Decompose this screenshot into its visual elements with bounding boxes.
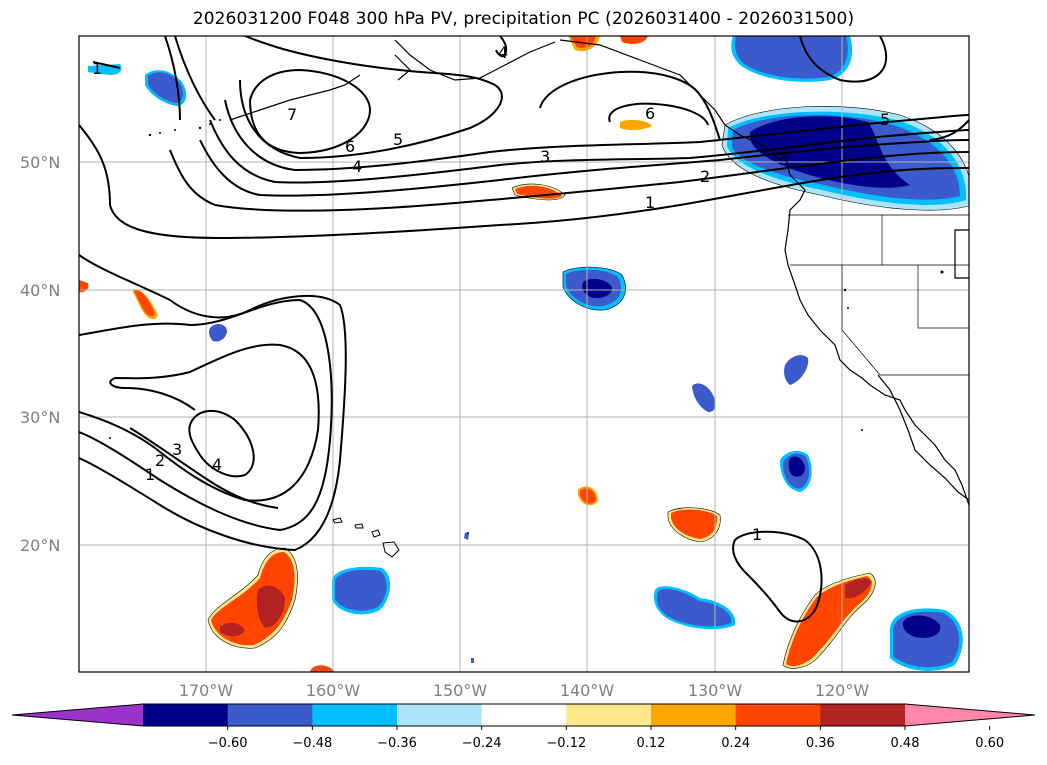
precip-blob-negative — [902, 615, 941, 638]
lon-label: 160°W — [306, 681, 361, 700]
contour-label: 4 — [352, 157, 362, 176]
contour-label: 1 — [645, 193, 655, 212]
contour-label: 3 — [172, 440, 182, 459]
precip-blob-negative — [209, 324, 227, 342]
colorbar-tick-label: 0.12 — [637, 736, 666, 751]
lat-label: 50°N — [20, 153, 60, 172]
lat-label: 30°N — [20, 408, 60, 427]
colorbar-tick-label: 0.60 — [975, 736, 1004, 751]
state-borders — [788, 214, 969, 376]
coastlines — [229, 39, 969, 506]
colorbar-segment — [227, 704, 313, 726]
contour-label: 5 — [880, 110, 890, 129]
contour-label: 4 — [498, 43, 508, 62]
colorbar-tick-label: 0.48 — [891, 736, 920, 751]
precip-blob-positive — [310, 665, 335, 672]
lon-label: 170°W — [179, 681, 234, 700]
lat-label: 20°N — [20, 536, 60, 555]
colorbar-segment — [481, 704, 567, 726]
precip-blob-positive — [580, 488, 596, 504]
contour-label: 3 — [540, 147, 550, 166]
hawaii-islands — [332, 517, 400, 558]
contour-label: 5 — [393, 130, 403, 149]
contour-label: 6 — [345, 137, 355, 156]
lat-label: 40°N — [20, 281, 60, 300]
colorbar-segment — [397, 704, 483, 726]
colorbar-tick-label: −0.48 — [292, 736, 332, 751]
precip-blob-positive — [620, 119, 652, 131]
precip-blob-negative — [582, 278, 612, 298]
precip-blob-positive — [845, 578, 872, 599]
colorbar-tick-label: −0.24 — [462, 736, 502, 751]
precip-blob-positive — [256, 585, 285, 628]
precip-blob-negative — [464, 532, 469, 540]
precip-blob-positive — [134, 290, 155, 317]
precip-blob-negative — [692, 383, 716, 413]
map-frame — [78, 35, 970, 673]
precip-blob-negative — [788, 456, 805, 477]
contour-label: 2 — [700, 167, 710, 186]
colorbar-tick-label: −0.12 — [546, 736, 586, 751]
colorbar-segment — [735, 704, 821, 726]
colorbar-segment — [651, 704, 737, 726]
contour-label: 6 — [645, 104, 655, 123]
small-islands — [109, 119, 944, 534]
precip-blob-positive — [570, 36, 596, 48]
contour-label: 1 — [92, 59, 102, 78]
colorbar-tick-label: −0.60 — [208, 736, 248, 751]
lon-label: 130°W — [688, 681, 743, 700]
contour-label: 4 — [212, 455, 222, 474]
contour-label: 2 — [155, 451, 165, 470]
lon-label: 150°W — [433, 681, 488, 700]
colorbar-extend-min — [12, 704, 143, 726]
longitude-labels: 170°W 160°W 150°W 140°W 130°W 120°W — [179, 681, 870, 700]
colorbar-tick-label: −0.36 — [377, 736, 417, 751]
colorbar-extend-max — [905, 704, 1035, 726]
contour-labels: 1 4 7 6 5 4 3 2 1 6 5 4 3 2 1 1 — [92, 43, 890, 544]
map-title: 2026031200 F048 300 hPa PV, precipitatio… — [192, 9, 855, 29]
lon-label: 140°W — [560, 681, 615, 700]
colorbar-segment — [566, 704, 652, 726]
precip-blob-positive — [620, 36, 648, 44]
contour-label: 7 — [287, 105, 297, 124]
colorbar-outline — [11, 703, 1036, 727]
precip-blob-negative — [656, 588, 732, 627]
precip-blob-positive — [671, 509, 718, 539]
contour-label: 1 — [752, 525, 762, 544]
precip-blob-negative — [784, 355, 809, 385]
colorbar-tick-label: 0.24 — [721, 736, 750, 751]
colorbar-segment — [312, 704, 398, 726]
lon-label: 120°W — [815, 681, 870, 700]
precip-blob-negative — [750, 116, 910, 188]
precip-blob-negative — [335, 569, 387, 611]
precip-blob-negative — [471, 658, 474, 663]
contour-label: 1 — [145, 465, 155, 484]
colorbar: −0.60 −0.48 −0.36 −0.24 −0.12 0.12 0.24 0.36 0.4… — [11, 703, 1036, 751]
precip-blob-negative — [148, 72, 184, 103]
pv-contours — [79, 36, 969, 623]
latitude-labels: 50°N 40°N 30°N 20°N — [20, 153, 60, 555]
precip-blob-positive — [786, 576, 872, 667]
colorbar-tick-label: 0.36 — [806, 736, 835, 751]
colorbar-segment — [143, 704, 229, 726]
colorbar-segment — [820, 704, 906, 726]
precip-blob-positive — [79, 280, 89, 293]
precip-blob-positive — [220, 622, 245, 637]
